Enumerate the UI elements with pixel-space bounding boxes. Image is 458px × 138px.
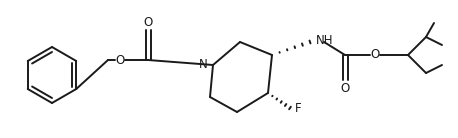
Text: O: O <box>340 82 349 95</box>
Text: N: N <box>199 59 208 71</box>
Text: O: O <box>371 48 380 62</box>
Text: NH: NH <box>316 34 333 47</box>
Text: F: F <box>295 103 302 116</box>
Text: O: O <box>143 15 153 29</box>
Text: O: O <box>115 54 125 67</box>
